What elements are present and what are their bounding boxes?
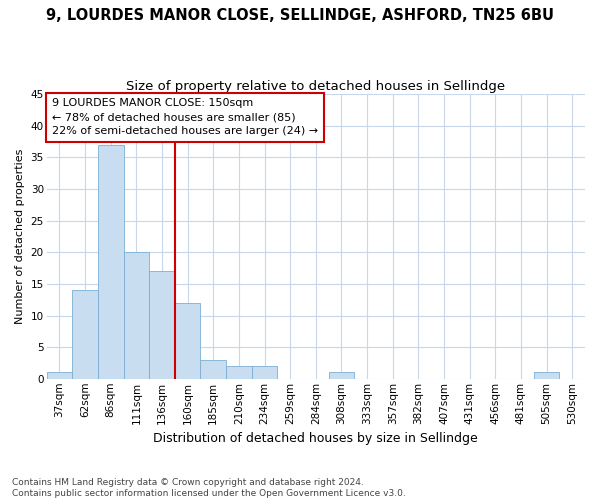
Bar: [175, 303, 200, 379]
Bar: [47, 372, 72, 379]
Bar: [98, 145, 124, 379]
Bar: [329, 372, 354, 379]
Bar: [149, 271, 175, 379]
Text: 9, LOURDES MANOR CLOSE, SELLINDGE, ASHFORD, TN25 6BU: 9, LOURDES MANOR CLOSE, SELLINDGE, ASHFO…: [46, 8, 554, 22]
X-axis label: Distribution of detached houses by size in Sellindge: Distribution of detached houses by size …: [154, 432, 478, 445]
Bar: [124, 252, 149, 379]
Bar: [72, 290, 98, 379]
Bar: [251, 366, 277, 379]
Bar: [534, 372, 559, 379]
Text: 9 LOURDES MANOR CLOSE: 150sqm
← 78% of detached houses are smaller (85)
22% of s: 9 LOURDES MANOR CLOSE: 150sqm ← 78% of d…: [52, 98, 318, 136]
Bar: [226, 366, 251, 379]
Title: Size of property relative to detached houses in Sellindge: Size of property relative to detached ho…: [126, 80, 505, 93]
Bar: [200, 360, 226, 379]
Y-axis label: Number of detached properties: Number of detached properties: [15, 149, 25, 324]
Text: Contains HM Land Registry data © Crown copyright and database right 2024.
Contai: Contains HM Land Registry data © Crown c…: [12, 478, 406, 498]
